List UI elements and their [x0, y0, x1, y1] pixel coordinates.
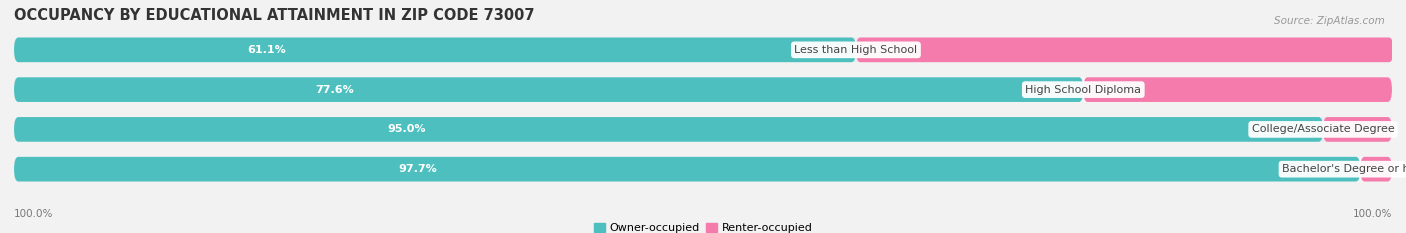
- FancyBboxPatch shape: [14, 38, 1392, 62]
- FancyBboxPatch shape: [14, 77, 1083, 102]
- FancyBboxPatch shape: [1360, 157, 1392, 182]
- FancyBboxPatch shape: [14, 157, 1392, 182]
- Text: 95.0%: 95.0%: [388, 124, 426, 134]
- Text: College/Associate Degree: College/Associate Degree: [1251, 124, 1395, 134]
- Text: Less than High School: Less than High School: [794, 45, 918, 55]
- FancyBboxPatch shape: [14, 38, 856, 62]
- Text: Source: ZipAtlas.com: Source: ZipAtlas.com: [1274, 16, 1385, 26]
- Text: 61.1%: 61.1%: [247, 45, 285, 55]
- FancyBboxPatch shape: [14, 157, 1360, 182]
- Text: 97.7%: 97.7%: [398, 164, 437, 174]
- Text: Bachelor's Degree or higher: Bachelor's Degree or higher: [1282, 164, 1406, 174]
- FancyBboxPatch shape: [14, 117, 1392, 142]
- FancyBboxPatch shape: [1323, 117, 1392, 142]
- Text: High School Diploma: High School Diploma: [1025, 85, 1142, 95]
- FancyBboxPatch shape: [1083, 77, 1392, 102]
- Legend: Owner-occupied, Renter-occupied: Owner-occupied, Renter-occupied: [589, 218, 817, 233]
- FancyBboxPatch shape: [856, 38, 1393, 62]
- FancyBboxPatch shape: [14, 77, 1392, 102]
- Text: 100.0%: 100.0%: [14, 209, 53, 219]
- Text: OCCUPANCY BY EDUCATIONAL ATTAINMENT IN ZIP CODE 73007: OCCUPANCY BY EDUCATIONAL ATTAINMENT IN Z…: [14, 8, 534, 23]
- Text: 100.0%: 100.0%: [1353, 209, 1392, 219]
- Text: 77.6%: 77.6%: [315, 85, 354, 95]
- FancyBboxPatch shape: [14, 117, 1323, 142]
